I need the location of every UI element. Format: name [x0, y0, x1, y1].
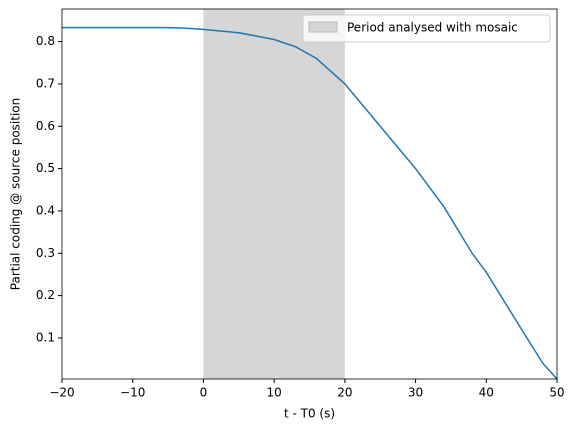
- x-axis-label: t - T0 (s): [284, 407, 335, 421]
- y-tick-label: 0.4: [36, 203, 55, 217]
- y-tick-label: 0.2: [36, 288, 55, 302]
- legend-label: Period analysed with mosaic: [347, 21, 518, 35]
- x-tick-label: −10: [120, 386, 145, 400]
- x-tick-label: 0: [200, 386, 208, 400]
- x-tick-label: 40: [479, 386, 494, 400]
- y-axis-label: Partial coding @ source position: [9, 98, 23, 290]
- x-tick-label: 20: [337, 386, 352, 400]
- y-tick-label: 0.6: [36, 119, 55, 133]
- y-tick-label: 0.1: [36, 330, 55, 344]
- y-tick-label: 0.3: [36, 246, 55, 260]
- legend-box: [302, 14, 551, 43]
- y-tick-label: 0.7: [36, 76, 55, 90]
- x-tick-label: −20: [49, 386, 74, 400]
- legend-swatch: [308, 21, 338, 33]
- plot-frame: [61, 8, 558, 380]
- y-tick-label: 0.5: [36, 161, 55, 175]
- y-tick-label: 0.8: [36, 34, 55, 48]
- x-tick-label: 50: [549, 386, 564, 400]
- shaded-period: [203, 9, 345, 379]
- data-line: [62, 26, 558, 380]
- x-tick-label: 10: [267, 386, 282, 400]
- x-tick-label: 30: [408, 386, 423, 400]
